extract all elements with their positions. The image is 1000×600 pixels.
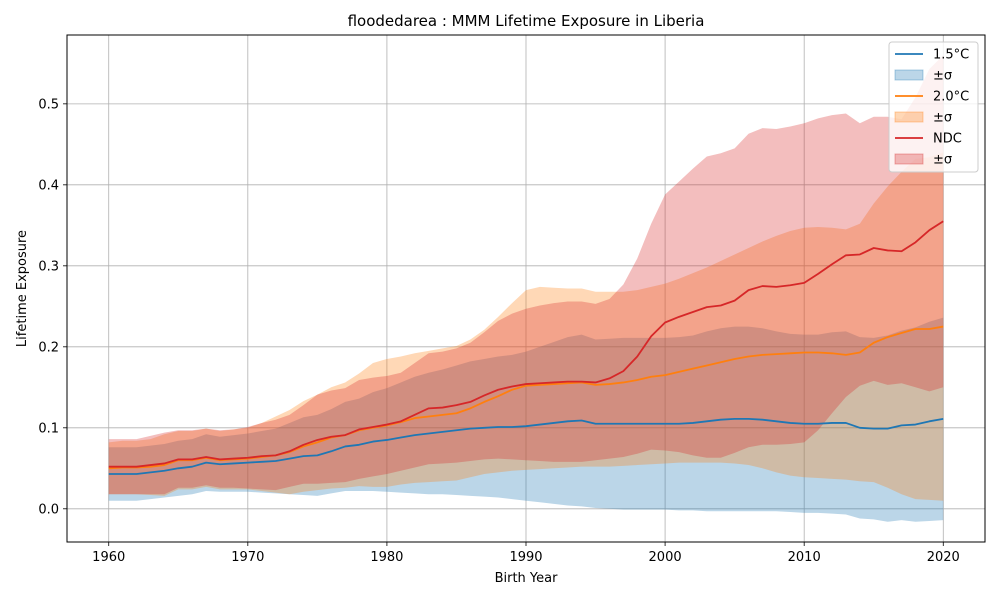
legend-band-swatch-0 (894, 69, 924, 81)
band-2 (108, 55, 944, 495)
legend-band-label-2: ±σ (933, 153, 952, 168)
legend-band-swatch-1 (894, 111, 924, 123)
y-axis-ticks: 0.0 0.1 0.2 0.3 0.4 0.5 (38, 97, 67, 517)
legend-label-1: 2.0°C (933, 90, 969, 105)
legend-band-swatch-2 (894, 153, 924, 165)
grid (67, 35, 985, 542)
y-tick-label: 0.0 (38, 502, 59, 517)
y-tick-label: 0.4 (38, 178, 59, 193)
y-tick-label: 0.5 (38, 97, 59, 112)
x-axis-ticks: 1960 1970 1980 1990 2000 2010 2020 (92, 542, 960, 565)
bands (108, 55, 944, 522)
band-1 (108, 152, 944, 501)
series-lines (108, 220, 944, 475)
legend-band-label-0: ±σ (933, 69, 952, 84)
legend-band-label-1: ±σ (933, 111, 952, 126)
y-tick-label: 0.2 (38, 340, 59, 355)
y-axis-label: Lifetime Exposure (15, 230, 30, 347)
legend: 1.5°C ±σ 2.0°C ±σ NDC ±σ (888, 41, 979, 173)
band-0 (108, 317, 944, 522)
series-line-0 (108, 417, 944, 475)
y-tick-label: 0.1 (38, 421, 59, 436)
x-tick-label: 1980 (370, 550, 403, 565)
legend-label-0: 1.5°C (933, 48, 969, 63)
series-line-2 (108, 220, 944, 468)
chart-title: floodedarea : MMM Lifetime Exposure in L… (348, 12, 705, 30)
legend-box (888, 41, 979, 173)
y-tick-label: 0.3 (38, 259, 59, 274)
x-tick-label: 1970 (231, 550, 264, 565)
x-tick-label: 2000 (649, 550, 682, 565)
x-tick-label: 2020 (927, 550, 960, 565)
legend-label-2: NDC (933, 132, 962, 147)
x-axis-label: Birth Year (495, 571, 559, 586)
x-tick-label: 1960 (92, 550, 125, 565)
x-tick-label: 2010 (788, 550, 821, 565)
x-tick-label: 1990 (509, 550, 542, 565)
